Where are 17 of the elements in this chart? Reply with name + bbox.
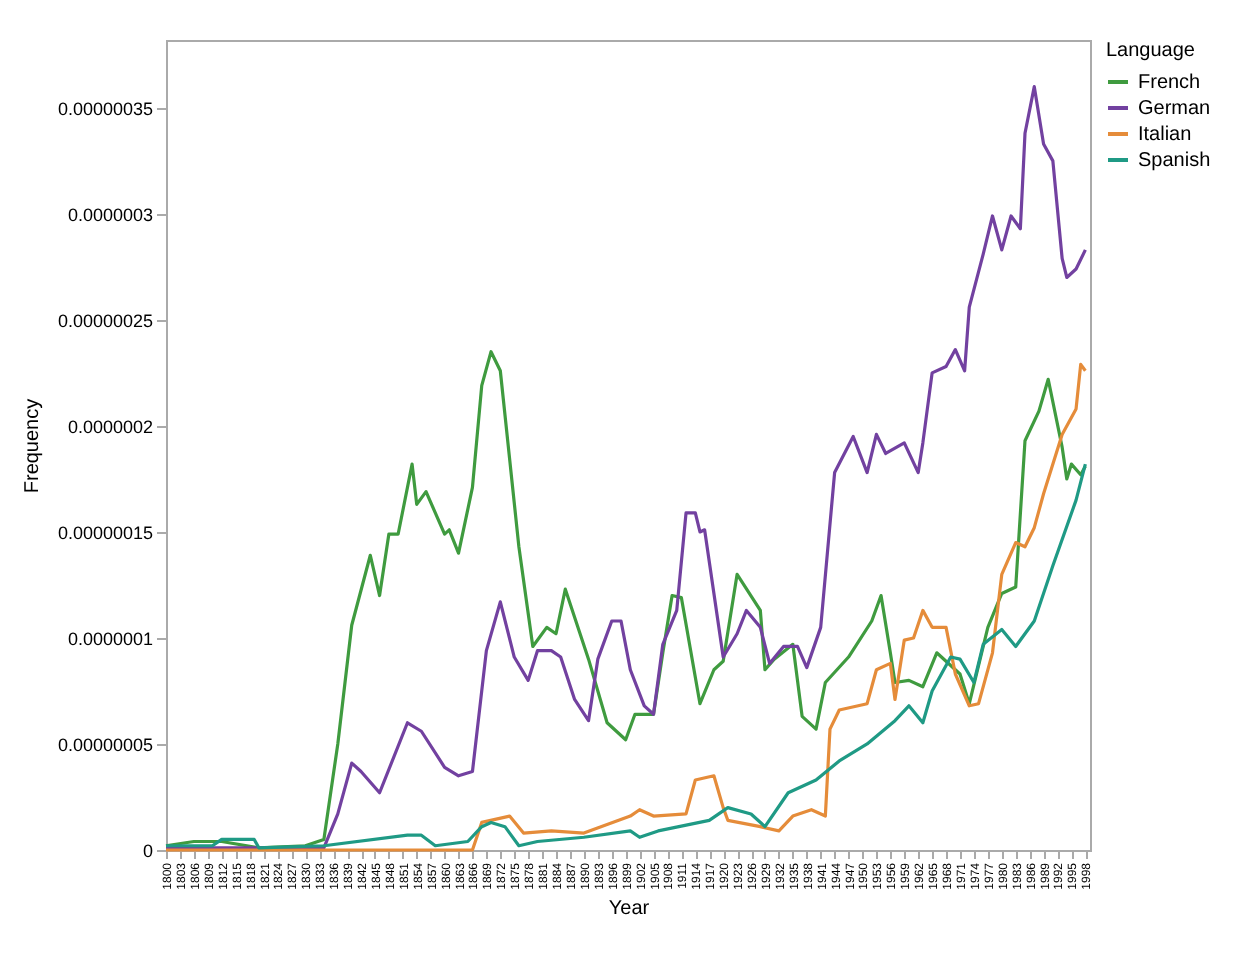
legend-label: French xyxy=(1138,72,1201,94)
y-tick-label: 0.00000005 xyxy=(57,734,153,755)
legend-title: Language xyxy=(1106,40,1196,62)
legend-label: Spanish xyxy=(1138,150,1211,172)
x-axis-title: Year xyxy=(608,897,651,920)
y-tick-label: 0.00000035 xyxy=(57,98,153,119)
y-tick-label: 0.00000015 xyxy=(57,522,153,543)
y-tick-label: 0.0000001 xyxy=(67,628,153,649)
line-series xyxy=(164,462,1087,850)
line-series xyxy=(164,85,1087,850)
legend-label: Italian xyxy=(1138,124,1192,146)
legend-label: German xyxy=(1138,98,1211,120)
y-tick-label: 0.0000003 xyxy=(67,204,153,225)
y-axis-title: Frequency xyxy=(21,398,44,494)
y-tick-label: 0.00000025 xyxy=(57,310,153,331)
y-tick-label: 0.0000002 xyxy=(67,416,153,437)
y-tick-label: 0 xyxy=(142,841,153,861)
